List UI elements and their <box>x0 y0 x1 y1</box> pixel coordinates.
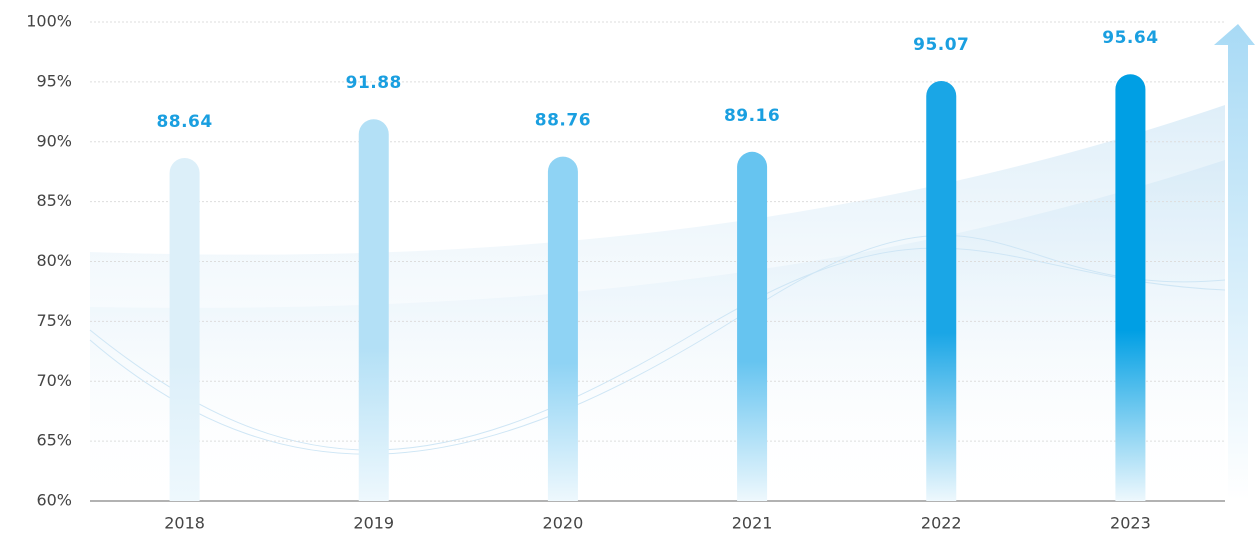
x-tick-label: 2022 <box>921 514 962 533</box>
y-tick-label: 90% <box>36 131 72 150</box>
y-tick-label: 85% <box>36 191 72 210</box>
y-tick-label: 100% <box>26 12 72 31</box>
y-tick-label: 75% <box>36 311 72 330</box>
x-tick-label: 2020 <box>543 514 584 533</box>
value-label: 89.16 <box>724 106 780 126</box>
bar <box>926 81 957 502</box>
bar <box>358 119 389 502</box>
y-tick-label: 60% <box>36 491 72 510</box>
value-label: 95.07 <box>913 35 969 55</box>
value-label: 91.88 <box>346 73 402 93</box>
x-tick-label: 2023 <box>1110 514 1151 533</box>
value-label: 88.64 <box>156 112 212 132</box>
x-tick-label: 2019 <box>353 514 394 533</box>
y-tick-label: 95% <box>36 71 72 90</box>
x-tick-label: 2018 <box>164 514 205 533</box>
bar <box>169 158 200 501</box>
y-tick-label: 80% <box>36 251 72 270</box>
trend-arrow <box>1214 24 1255 500</box>
value-label: 95.64 <box>1102 28 1158 48</box>
bar <box>547 156 578 501</box>
y-tick-label: 65% <box>36 431 72 450</box>
value-label: 88.76 <box>535 111 591 131</box>
bar <box>737 151 768 501</box>
x-tick-label: 2021 <box>732 514 773 533</box>
y-tick-label: 70% <box>36 371 72 390</box>
bar <box>1115 74 1146 501</box>
